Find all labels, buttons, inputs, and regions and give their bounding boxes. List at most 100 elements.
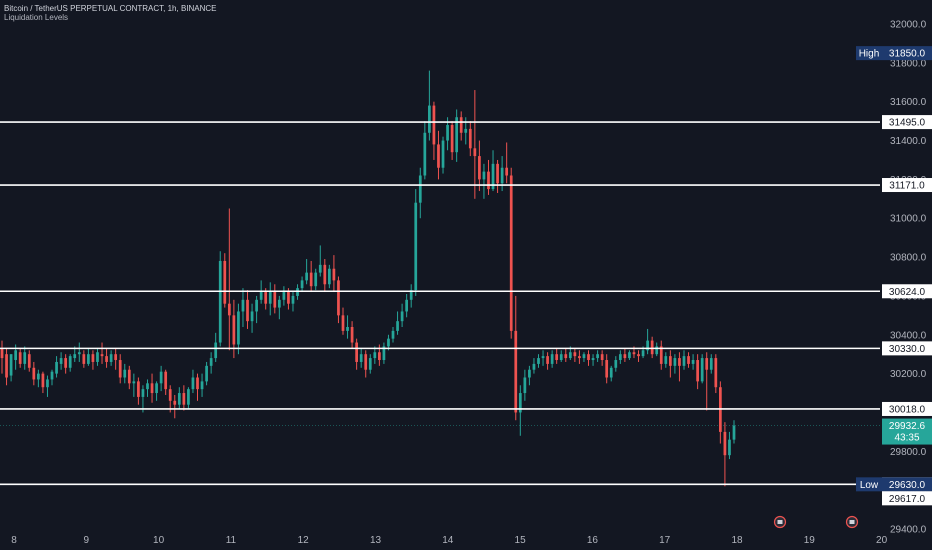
candle-body[interactable]: [468, 128, 472, 149]
candle-body[interactable]: [368, 358, 372, 370]
candle-body[interactable]: [528, 369, 531, 378]
candle-body[interactable]: [41, 373, 45, 388]
candle-body[interactable]: [82, 354, 86, 364]
candle-body[interactable]: [537, 358, 540, 364]
candle-body[interactable]: [173, 400, 177, 405]
candle-body[interactable]: [227, 303, 231, 316]
candle-body[interactable]: [609, 367, 613, 378]
candle-body[interactable]: [55, 361, 58, 374]
candle-body[interactable]: [255, 299, 258, 312]
candle-body[interactable]: [5, 354, 8, 378]
candle-body[interactable]: [37, 373, 40, 380]
candle-body[interactable]: [46, 379, 49, 388]
candle-body[interactable]: [678, 358, 681, 366]
candle-body[interactable]: [705, 358, 709, 370]
candle-body[interactable]: [150, 383, 154, 394]
candle-body[interactable]: [287, 292, 290, 304]
candle-body[interactable]: [300, 280, 304, 289]
candle-body[interactable]: [378, 352, 381, 361]
candle-body[interactable]: [614, 360, 618, 368]
candle-body[interactable]: [568, 352, 572, 359]
candle-body[interactable]: [277, 299, 281, 308]
candle-body[interactable]: [273, 292, 277, 308]
candle-body[interactable]: [555, 354, 559, 361]
candle-body[interactable]: [159, 371, 163, 384]
candle-body[interactable]: [14, 350, 18, 361]
candle-body[interactable]: [664, 356, 668, 364]
candle-body[interactable]: [546, 356, 549, 364]
candle-body[interactable]: [196, 377, 199, 390]
candle-body[interactable]: [341, 315, 345, 331]
candle-body[interactable]: [32, 367, 36, 380]
candle-body[interactable]: [532, 363, 536, 370]
candle-body[interactable]: [478, 156, 481, 180]
candle-body[interactable]: [23, 352, 27, 364]
candle-body[interactable]: [578, 356, 581, 359]
candle-body[interactable]: [268, 292, 272, 304]
candle-body[interactable]: [482, 171, 486, 180]
candle-body[interactable]: [591, 358, 595, 361]
candle-body[interactable]: [605, 360, 609, 378]
candle-body[interactable]: [509, 175, 513, 331]
candle-body[interactable]: [18, 352, 22, 364]
candle-body[interactable]: [200, 381, 204, 390]
candle-body[interactable]: [264, 292, 268, 304]
candle-body[interactable]: [505, 167, 509, 176]
candle-body[interactable]: [559, 354, 563, 361]
candle-body[interactable]: [209, 358, 213, 366]
candle-body[interactable]: [59, 358, 63, 364]
candle-body[interactable]: [237, 311, 240, 345]
candle-body[interactable]: [696, 360, 699, 382]
candle-body[interactable]: [100, 354, 104, 357]
candle-body[interactable]: [241, 299, 245, 312]
candle-body[interactable]: [332, 268, 336, 281]
candle-body[interactable]: [27, 354, 31, 368]
candle-body[interactable]: [191, 377, 195, 390]
candle-body[interactable]: [641, 350, 645, 357]
candle-body[interactable]: [250, 311, 254, 322]
candle-body[interactable]: [414, 202, 418, 291]
candle-body[interactable]: [659, 346, 663, 364]
candle-body[interactable]: [500, 167, 504, 184]
candle-body[interactable]: [691, 360, 695, 364]
candle-body[interactable]: [218, 260, 222, 343]
candle-body[interactable]: [305, 272, 308, 281]
candle-body[interactable]: [0, 348, 4, 359]
candle-body[interactable]: [418, 175, 422, 203]
candle-body[interactable]: [164, 371, 168, 390]
candle-body[interactable]: [168, 389, 172, 401]
candle-body[interactable]: [346, 327, 349, 331]
candle-body[interactable]: [587, 354, 590, 361]
candle-body[interactable]: [359, 354, 363, 362]
candle-body[interactable]: [382, 346, 386, 361]
candle-body[interactable]: [327, 268, 331, 285]
candle-body[interactable]: [132, 381, 136, 384]
candle-body[interactable]: [182, 393, 186, 405]
candle-body[interactable]: [91, 354, 95, 362]
candle-body[interactable]: [441, 140, 445, 168]
candle-body[interactable]: [318, 264, 322, 273]
candle-body[interactable]: [655, 346, 659, 355]
candle-body[interactable]: [573, 352, 577, 357]
candle-body[interactable]: [355, 342, 358, 362]
candle-body[interactable]: [628, 352, 631, 359]
candle-body[interactable]: [673, 358, 677, 366]
candle-body[interactable]: [491, 163, 495, 190]
candle-body[interactable]: [114, 354, 118, 361]
candle-body[interactable]: [314, 272, 318, 287]
candle-body[interactable]: [155, 383, 158, 394]
candle-body[interactable]: [446, 125, 449, 141]
candle-body[interactable]: [141, 389, 145, 397]
candle-body[interactable]: [146, 383, 149, 390]
candle-body[interactable]: [564, 354, 568, 359]
candle-body[interactable]: [105, 356, 108, 362]
candle-body[interactable]: [64, 358, 68, 368]
candle-body[interactable]: [428, 105, 431, 133]
candle-body[interactable]: [223, 260, 227, 304]
candle-body[interactable]: [450, 125, 454, 153]
candle-body[interactable]: [714, 358, 718, 388]
candle-body[interactable]: [187, 389, 190, 405]
candle-body[interactable]: [391, 330, 395, 339]
candle-body[interactable]: [259, 292, 263, 300]
